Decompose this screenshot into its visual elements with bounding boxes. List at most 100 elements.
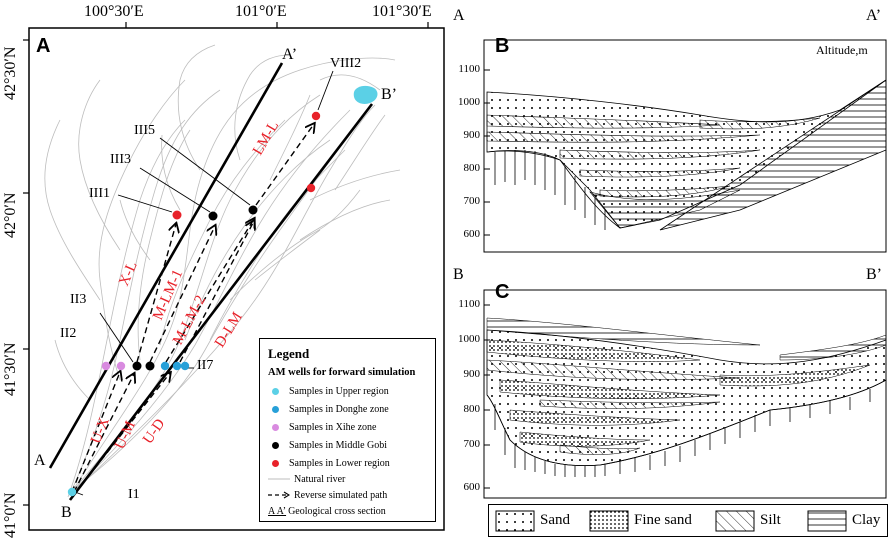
- sample-point-donghe-1[interactable]: [160, 361, 170, 371]
- legend-dot-donghe: [272, 405, 279, 413]
- lon-label-101-0: 101°0′E: [235, 3, 287, 20]
- legend-title: Legend: [268, 346, 310, 361]
- section-c-bedrock: [486, 379, 887, 477]
- section-c-panel-label: C: [495, 281, 510, 303]
- sample-point-iii3[interactable]: [208, 211, 218, 221]
- section-c-tick-1100: 1100: [458, 298, 480, 310]
- section-b-clay-lens: [589, 189, 741, 229]
- sample-point-i1[interactable]: [67, 487, 77, 497]
- silt-swatch-icon: [715, 510, 755, 531]
- legend-label-xihe: Samples in Xihe zone: [289, 421, 377, 433]
- map-ticks: [23, 22, 429, 506]
- sample-point-lower-2[interactable]: [306, 183, 316, 193]
- section-b-tick-800: 800: [463, 162, 481, 174]
- section-label-b: B: [61, 504, 72, 521]
- legend-label-donghe: Samples in Donghe zone: [289, 403, 389, 415]
- section-c-silt-lenses: [486, 359, 741, 455]
- section-c-frame: [483, 289, 887, 499]
- lithology-label-sand: Sand: [540, 512, 570, 528]
- reverse-paths[interactable]: [71, 124, 314, 493]
- site-label-iii3: III3: [110, 152, 131, 167]
- map-legend: Legend AM wells for forward simulation S…: [259, 338, 436, 522]
- clay-swatch-icon: [807, 510, 847, 531]
- legend-item-upper: Samples in Upper region: [268, 384, 389, 398]
- section-c-tick-800: 800: [463, 403, 481, 415]
- legend-item-middle: Samples in Middle Gobi: [268, 438, 387, 452]
- section-label-a-prime: A’: [282, 46, 298, 63]
- section-b-start-label: A: [453, 7, 465, 24]
- legend-item-donghe: Samples in Donghe zone: [268, 402, 389, 416]
- section-b-tick-700: 700: [463, 195, 481, 207]
- lithology-item-silt: Silt: [715, 505, 781, 536]
- legend-item-section: A A’ Geological cross section: [268, 504, 386, 518]
- lithology-label-fine-sand: Fine sand: [634, 512, 692, 528]
- sample-point-ii7[interactable]: [180, 361, 190, 371]
- legend-item-xihe: Samples in Xihe zone: [268, 420, 376, 434]
- sample-point-iii1[interactable]: [172, 210, 182, 220]
- lon-label-100-30: 100°30′E: [84, 3, 144, 20]
- sample-point-middle-4[interactable]: [145, 361, 155, 371]
- section-b-tick-1100: 1100: [458, 63, 480, 75]
- site-label-iii1: III1: [89, 186, 110, 201]
- section-c-tick-1000: 1000: [458, 333, 480, 345]
- section-label-b-prime: B’: [381, 86, 397, 103]
- legend-label-path: Reverse simulated path: [294, 489, 388, 501]
- site-label-ii2: II2: [60, 326, 77, 341]
- section-b-tick-1000: 1000: [458, 96, 480, 108]
- legend-subtitle: AM wells for forward simulation: [268, 367, 416, 378]
- legend-label-middle: Samples in Middle Gobi: [289, 439, 388, 451]
- map-panel-label: A: [36, 35, 51, 57]
- legend-dot-lower: [272, 459, 279, 467]
- legend-item-path: Reverse simulated path: [268, 488, 387, 502]
- sand-swatch-icon: [495, 510, 535, 531]
- section-b-end-label: A’: [866, 7, 882, 24]
- section-b-tick-600: 600: [463, 228, 481, 240]
- site-label-i1: I1: [128, 487, 140, 502]
- sample-point-donghe-2[interactable]: [172, 361, 182, 371]
- lithology-label-silt: Silt: [760, 512, 781, 528]
- altitude-axis-title: Altitude,m: [816, 43, 868, 57]
- site-label-iii5: III5: [134, 123, 155, 138]
- section-b-silt-lenses: [486, 114, 821, 198]
- sample-point-ii2[interactable]: [101, 361, 111, 371]
- dashed-arrow-icon: [268, 491, 290, 499]
- legend-item-river: Natural river: [268, 472, 345, 486]
- section-c-fine-sand-lenses: [486, 339, 871, 447]
- legend-label-lower: Samples in Lower region: [289, 457, 390, 469]
- legend-label-upper: Samples in Upper region: [289, 385, 389, 397]
- section-b-bedrock: [486, 150, 621, 230]
- legend-dot-upper: [272, 387, 279, 395]
- section-c-tick-600: 600: [463, 481, 481, 493]
- site-label-viii2: VIII2: [330, 56, 362, 71]
- site-label-ii3: II3: [70, 292, 87, 307]
- sample-point-xihe-2[interactable]: [116, 361, 126, 371]
- river-line-icon: [268, 478, 290, 480]
- legend-dot-xihe: [272, 423, 279, 431]
- legend-label-river: Natural river: [294, 473, 346, 485]
- legend-section-symbol: A A’: [268, 505, 287, 517]
- section-label-a: A: [34, 452, 46, 469]
- section-b-tick-900: 900: [463, 129, 481, 141]
- section-c-start-label: B: [453, 266, 464, 283]
- legend-dot-middle: [272, 441, 279, 449]
- lithology-item-sand: Sand: [495, 505, 570, 536]
- section-c-end-label: B’: [866, 266, 882, 283]
- section-line-a: [48, 62, 284, 469]
- lon-label-101-30: 101°30′E: [372, 3, 432, 20]
- site-label-ii7: II7: [197, 358, 214, 373]
- lithology-label-clay: Clay: [852, 512, 881, 528]
- section-c-clay-lenses: [486, 317, 887, 361]
- label-leaders: [74, 70, 334, 496]
- sample-point-iii5[interactable]: [248, 205, 258, 215]
- legend-label-section: Geological cross section: [288, 505, 386, 517]
- sample-point-viii2[interactable]: [311, 111, 321, 121]
- lithology-legend: Sand Fine sand Silt Clay: [488, 504, 888, 537]
- terminal-lake: [353, 85, 378, 104]
- section-c-tick-900: 900: [463, 368, 481, 380]
- fine-sand-swatch-icon: [589, 510, 629, 531]
- lithology-item-fine-sand: Fine sand: [589, 505, 692, 536]
- section-c-tick-700: 700: [463, 438, 481, 450]
- sample-point-ii3[interactable]: [132, 361, 142, 371]
